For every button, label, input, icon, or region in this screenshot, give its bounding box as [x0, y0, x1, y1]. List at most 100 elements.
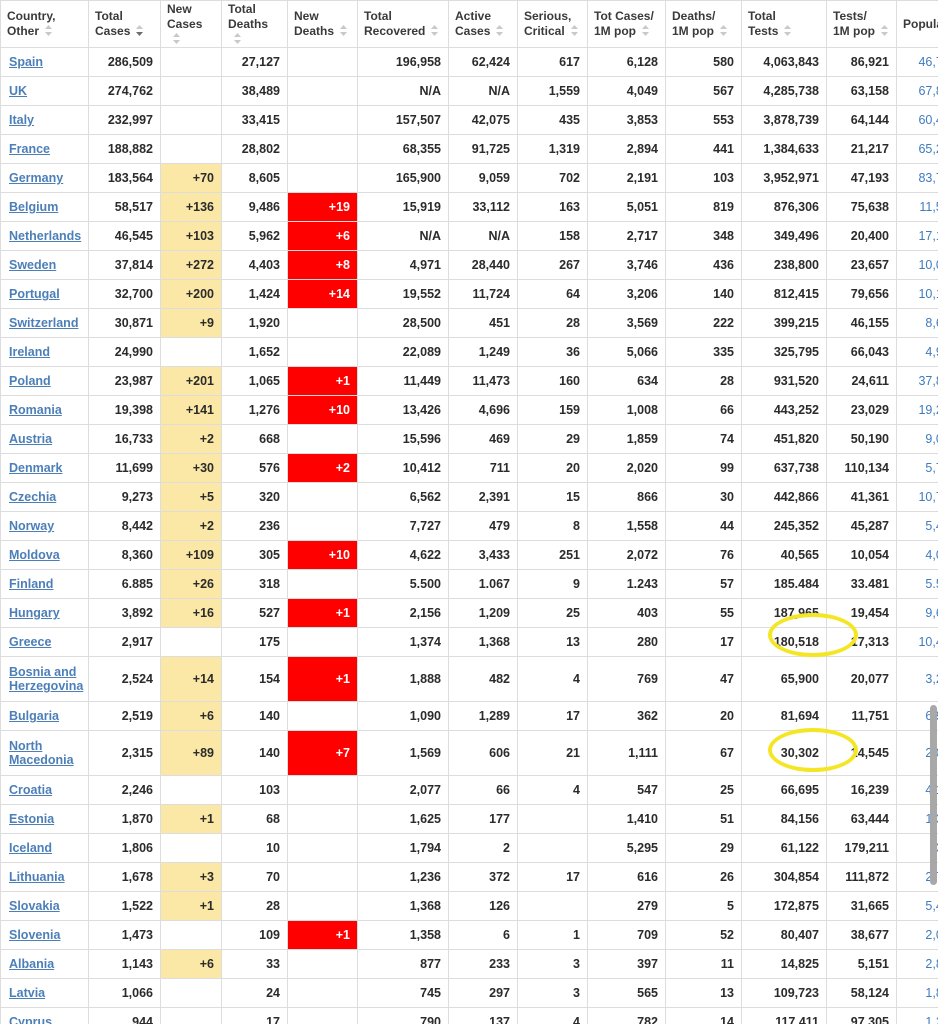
- table-row: Greece 2,917 175 1,374 1,368 13 280 17 180,518 17…: [0, 627, 938, 657]
- country-link[interactable]: UK: [9, 84, 28, 98]
- cases-per-1m-cell: 2,894: [587, 134, 666, 164]
- table-row: Bosnia and Herzegovina 2,524 +14 154 +1 1,888…: [0, 656, 938, 702]
- sort-toggle-icon[interactable]: [44, 25, 53, 36]
- sort-toggle-icon[interactable]: [719, 25, 728, 36]
- serious-critical-cell: 9: [517, 569, 588, 599]
- sort-toggle-icon[interactable]: [339, 25, 348, 36]
- country-link[interactable]: Poland: [9, 374, 51, 388]
- sort-toggle-icon[interactable]: [570, 25, 579, 36]
- table-row: Italy 232,997 33,415 157,507 42,075 435 3,853 5…: [0, 105, 938, 135]
- country-link[interactable]: Latvia: [9, 986, 46, 1000]
- country-link[interactable]: Moldova: [9, 548, 60, 562]
- country-link[interactable]: Spain: [9, 55, 44, 69]
- country-link[interactable]: Norway: [9, 519, 55, 533]
- column-header-new-cases[interactable]: New Cases: [160, 0, 222, 48]
- deaths-per-1m-cell: 99: [665, 453, 742, 483]
- country-link[interactable]: Greece: [9, 635, 52, 649]
- country-link[interactable]: Hungary: [9, 606, 60, 620]
- column-header-tests-1m-pop[interactable]: Tests/1M pop: [826, 0, 897, 48]
- new-deaths-cell: [287, 775, 358, 805]
- vertical-scrollbar[interactable]: [929, 0, 938, 1024]
- column-header-serious-critical[interactable]: Serious, Critical: [517, 0, 588, 48]
- country-link[interactable]: Switzerland: [9, 316, 79, 330]
- cases-per-1m-cell: 1.243: [587, 569, 666, 599]
- country-link[interactable]: Netherlands: [9, 229, 82, 243]
- column-header-label-line1: Total: [364, 9, 392, 23]
- total-recovered-cell: 790: [357, 1007, 449, 1024]
- column-header-tot-cases-1m-pop[interactable]: Tot Cases/1M pop: [587, 0, 666, 48]
- column-header-country-other[interactable]: Country, Other: [0, 0, 89, 48]
- country-link[interactable]: Romania: [9, 403, 62, 417]
- total-recovered-cell: 28,500: [357, 308, 449, 338]
- serious-critical-cell: 64: [517, 279, 588, 309]
- column-header-deaths-1m-pop[interactable]: Deaths/1M pop: [665, 0, 742, 48]
- new-deaths-cell: [287, 76, 358, 106]
- table-row: Czechia 9,273 +5 320 6,562 2,391 15 866 30 442,86…: [0, 482, 938, 512]
- serious-critical-cell: 36: [517, 337, 588, 367]
- new-cases-cell: [160, 337, 222, 367]
- column-header-population[interactable]: Population: [896, 0, 938, 48]
- new-deaths-cell: +14: [287, 279, 358, 309]
- active-cases-cell: 91,725: [448, 134, 518, 164]
- country-link[interactable]: North Macedonia: [9, 739, 74, 767]
- country-link[interactable]: Ireland: [9, 345, 50, 359]
- sort-toggle-icon[interactable]: [233, 32, 242, 44]
- column-header-total-recovered[interactable]: Total Recovered: [357, 0, 449, 48]
- country-link[interactable]: Belgium: [9, 200, 59, 214]
- cases-per-1m-cell: 2,020: [587, 453, 666, 483]
- country-link[interactable]: Czechia: [9, 490, 57, 504]
- total-deaths-cell: 103: [221, 775, 288, 805]
- column-header-total-tests[interactable]: Total Tests: [741, 0, 827, 48]
- population-cell: 5,459,433: [896, 891, 938, 921]
- country-link[interactable]: Iceland: [9, 841, 53, 855]
- total-cases-cell: 286,509: [88, 47, 161, 77]
- column-header-new-deaths[interactable]: New Deaths: [287, 0, 358, 48]
- column-header-label-line1: Deaths/: [672, 9, 716, 23]
- active-cases-cell: 177: [448, 804, 518, 834]
- country-link[interactable]: Estonia: [9, 812, 55, 826]
- country-link[interactable]: Lithuania: [9, 870, 65, 884]
- country-link[interactable]: Portugal: [9, 287, 60, 301]
- column-header-total-cases[interactable]: Total Cases: [88, 0, 161, 48]
- cases-per-1m-cell: 3,853: [587, 105, 666, 135]
- new-deaths-cell: [287, 308, 358, 338]
- total-deaths-cell: 1,424: [221, 279, 288, 309]
- sort-toggle-icon[interactable]: [172, 32, 181, 44]
- country-link[interactable]: France: [9, 142, 50, 156]
- country-link[interactable]: Croatia: [9, 783, 53, 797]
- country-link[interactable]: Sweden: [9, 258, 57, 272]
- sort-descending-icon[interactable]: [135, 25, 144, 36]
- country-link[interactable]: Slovakia: [9, 899, 60, 913]
- country-link[interactable]: Bulgaria: [9, 709, 60, 723]
- deaths-per-1m-cell: 348: [665, 221, 742, 251]
- deaths-per-1m-cell: 74: [665, 424, 742, 454]
- country-cell: Germany: [0, 163, 89, 193]
- sort-toggle-icon[interactable]: [495, 25, 504, 36]
- country-link[interactable]: Albania: [9, 957, 55, 971]
- sort-toggle-icon[interactable]: [783, 25, 792, 36]
- new-cases-cell: [160, 105, 222, 135]
- column-header-active-cases[interactable]: Active Cases: [448, 0, 518, 48]
- sort-toggle-icon[interactable]: [641, 25, 650, 36]
- column-header-total-deaths[interactable]: Total Deaths: [221, 0, 288, 48]
- serious-critical-cell: 3: [517, 949, 588, 979]
- new-cases-cell: +103: [160, 221, 222, 251]
- population-cell: 2,078,915: [896, 920, 938, 950]
- country-link[interactable]: Bosnia and Herzegovina: [9, 665, 84, 693]
- country-link[interactable]: Italy: [9, 113, 35, 127]
- country-link[interactable]: Denmark: [9, 461, 63, 475]
- sort-toggle-icon[interactable]: [880, 25, 889, 36]
- vertical-scrollbar-thumb[interactable]: [930, 705, 937, 885]
- country-link[interactable]: Cyprus: [9, 1015, 53, 1024]
- total-deaths-cell: 38,489: [221, 76, 288, 106]
- country-link[interactable]: Austria: [9, 432, 53, 446]
- country-link[interactable]: Slovenia: [9, 928, 61, 942]
- total-tests-cell: 172,875: [741, 891, 827, 921]
- total-deaths-cell: 305: [221, 540, 288, 570]
- sort-toggle-icon[interactable]: [430, 25, 439, 36]
- deaths-per-1m-cell: 26: [665, 862, 742, 892]
- country-link[interactable]: Finland: [9, 577, 54, 591]
- country-link[interactable]: Germany: [9, 171, 64, 185]
- new-deaths-cell: +19: [287, 192, 358, 222]
